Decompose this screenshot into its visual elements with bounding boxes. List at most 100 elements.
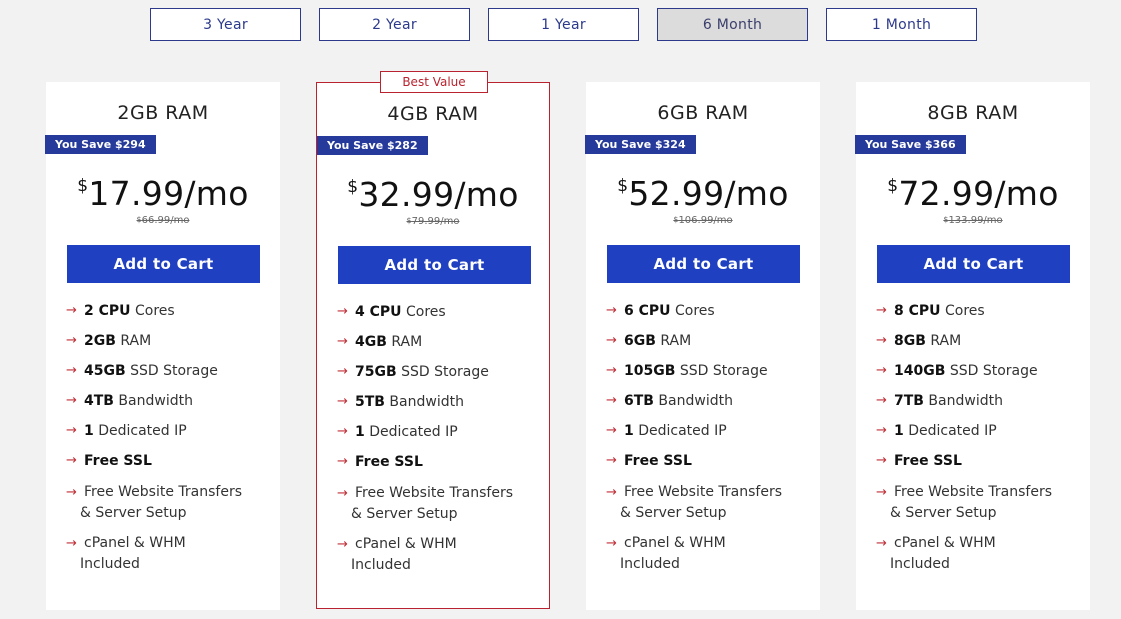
feature-label-line2: Included [351,557,411,573]
arrow-right-icon: → [876,393,887,408]
feature-value: 4 CPU [355,304,402,320]
feature-value: Free SSL [84,453,152,469]
feature-value: 8GB [894,333,926,349]
feature-storage: → 140GB SSD Storage [876,362,1080,380]
price-amount: 72.99 [898,174,995,213]
feature-label-line2: & Server Setup [351,506,458,522]
feature-value: 6 CPU [624,303,671,319]
feature-label: Cores [674,303,715,319]
feature-label: Cores [134,303,175,319]
plan-card: 6GB RAM You Save $324 $52.99/mo $106.99/… [585,82,820,610]
feature-cpanel: → cPanel & WHM Included [337,534,539,576]
arrow-right-icon: → [337,304,348,319]
feature-label-line2: & Server Setup [80,505,187,521]
feature-value: 6TB [624,393,654,409]
term-3-year-button[interactable]: 3 Year [150,8,301,41]
arrow-right-icon: → [606,453,617,468]
feature-storage: → 45GB SSD Storage [66,362,270,380]
feature-ssl: → Free SSL [337,453,539,471]
feature-dedicated-ip: → 1 Dedicated IP [337,423,539,441]
plan-card: Best Value 4GB RAM You Save $282 $32.99/… [316,71,550,609]
arrow-right-icon: → [66,453,77,468]
feature-transfers: → Free Website Transfers & Server Setup [606,482,810,524]
best-value-badge: Best Value [380,71,488,93]
feature-dedicated-ip: → 1 Dedicated IP [606,422,810,440]
feature-value: 75GB [355,364,397,380]
original-price: $79.99/mo [317,216,549,227]
currency-symbol: $ [347,177,359,197]
add-to-cart-button[interactable]: Add to Cart [607,245,800,283]
savings-badge: You Save $366 [855,135,966,154]
billing-term-selector: 3 Year 2 Year 1 Year 6 Month 1 Month [150,8,977,41]
feature-ram: → 6GB RAM [606,332,810,350]
term-2-year-button[interactable]: 2 Year [319,8,470,41]
feature-label: Cores [405,304,446,320]
add-to-cart-button[interactable]: Add to Cart [338,246,531,284]
feature-bandwidth: → 7TB Bandwidth [876,392,1080,410]
term-1-year-button[interactable]: 1 Year [488,8,639,41]
feature-bandwidth: → 6TB Bandwidth [606,392,810,410]
old-price-amount: 106.99/mo [678,215,733,226]
arrow-right-icon: → [606,423,617,438]
arrow-right-icon: → [66,303,77,318]
feature-value: 140GB [894,363,946,379]
add-to-cart-button[interactable]: Add to Cart [877,245,1070,283]
plan-title: 4GB RAM [387,103,479,125]
feature-ssl: → Free SSL [876,452,1080,470]
feature-dedicated-ip: → 1 Dedicated IP [66,422,270,440]
feature-value: 2GB [84,333,116,349]
arrow-right-icon: → [606,393,617,408]
arrow-right-icon: → [337,537,348,552]
add-to-cart-button[interactable]: Add to Cart [67,245,260,283]
feature-bandwidth: → 4TB Bandwidth [66,392,270,410]
feature-value: 105GB [624,363,676,379]
currency-symbol: $ [617,176,629,196]
arrow-right-icon: → [876,453,887,468]
feature-cpu: → 6 CPU Cores [606,302,810,320]
feature-ram: → 8GB RAM [876,332,1080,350]
feature-ssl: → Free SSL [606,452,810,470]
arrow-right-icon: → [337,394,348,409]
feature-list: → 4 CPU Cores → 4GB RAM → 75GB SSD Storage … [337,303,539,585]
feature-label: Bandwidth [389,394,464,410]
plan-price: $17.99/mo [46,174,280,213]
feature-label: Dedicated IP [369,424,458,440]
price-amount: 17.99 [88,174,185,213]
feature-label-line2: & Server Setup [890,505,997,521]
feature-transfers: → Free Website Transfers & Server Setup [337,483,539,525]
feature-value: 4TB [84,393,114,409]
feature-transfers: → Free Website Transfers & Server Setup [876,482,1080,524]
feature-label-line1: Free Website Transfers [894,484,1053,500]
old-currency-symbol: $ [673,215,679,224]
feature-label-line1: cPanel & WHM [894,535,996,551]
feature-label: Bandwidth [118,393,193,409]
plan-card: 2GB RAM You Save $294 $17.99/mo $66.99/m… [45,82,280,610]
feature-value: 1 [84,423,94,439]
feature-value: 5TB [355,394,385,410]
feature-label: SSD Storage [949,363,1038,379]
feature-value: Free SSL [355,454,423,470]
feature-value: 45GB [84,363,126,379]
old-price-amount: 133.99/mo [948,215,1003,226]
feature-cpanel: → cPanel & WHM Included [876,533,1080,575]
arrow-right-icon: → [876,363,887,378]
arrow-right-icon: → [337,334,348,349]
term-1-month-button[interactable]: 1 Month [826,8,977,41]
plan-title: 2GB RAM [117,102,209,124]
arrow-right-icon: → [66,363,77,378]
feature-cpanel: → cPanel & WHM Included [606,533,810,575]
feature-label-line1: cPanel & WHM [84,535,186,551]
price-amount: 52.99 [628,174,725,213]
price-period: /mo [994,174,1059,213]
feature-label: Dedicated IP [908,423,997,439]
price-amount: 32.99 [358,175,455,214]
feature-label-line1: cPanel & WHM [624,535,726,551]
arrow-right-icon: → [66,393,77,408]
arrow-right-icon: → [66,536,77,551]
feature-label: SSD Storage [679,363,768,379]
old-currency-symbol: $ [943,215,949,224]
currency-symbol: $ [887,176,899,196]
term-6-month-button[interactable]: 6 Month [657,8,808,41]
feature-label-line1: Free Website Transfers [84,484,243,500]
arrow-right-icon: → [606,485,617,500]
